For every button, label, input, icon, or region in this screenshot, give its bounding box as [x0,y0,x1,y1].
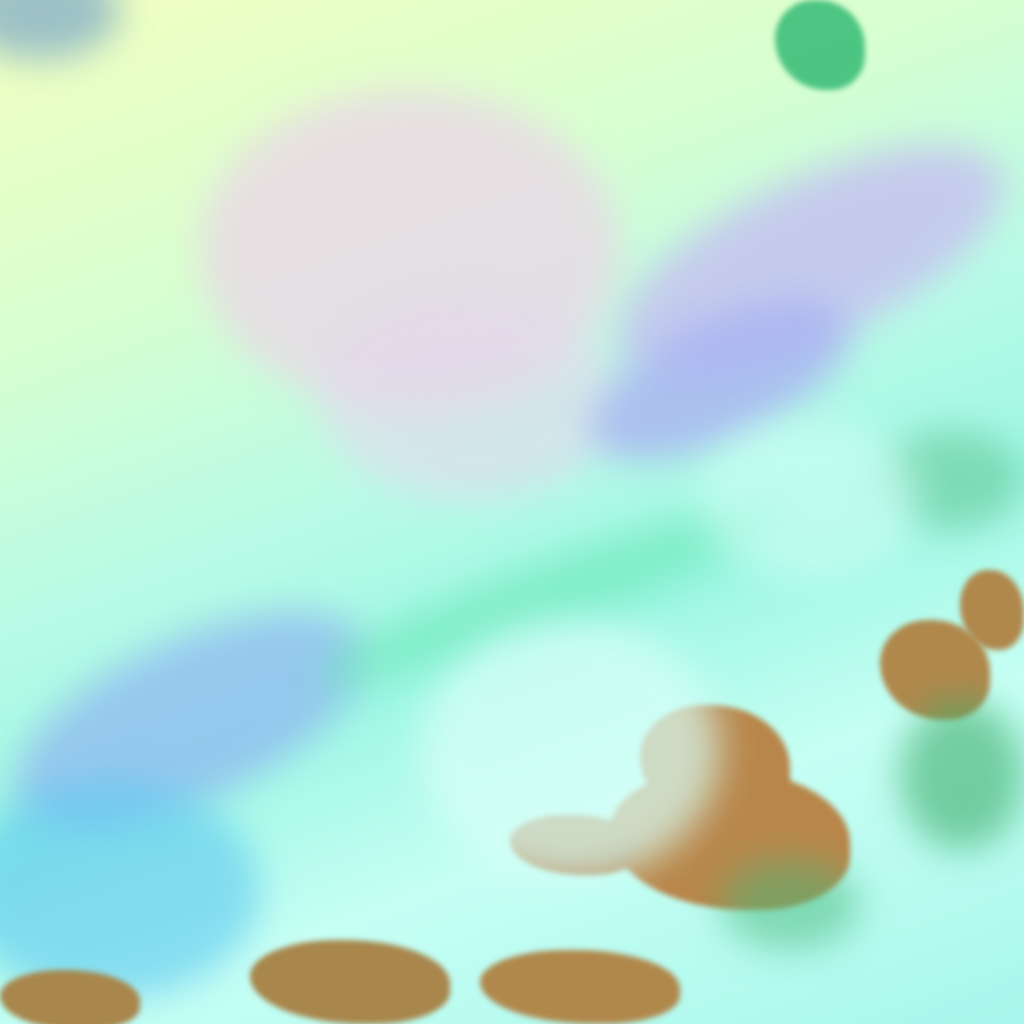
blue-water-region [0,780,260,1000]
bright-cloud-region [420,620,720,880]
land-patch [250,940,450,1024]
vegetation-region [720,860,860,950]
dark-top-left-corner [0,0,120,60]
land-patch [0,970,140,1024]
green-textured-patch [775,0,865,90]
land-patch [480,950,680,1024]
land-patch [960,570,1024,650]
pink-haze-region [320,300,620,500]
vegetation-region [900,700,1024,850]
bright-cloud-region [700,420,920,580]
